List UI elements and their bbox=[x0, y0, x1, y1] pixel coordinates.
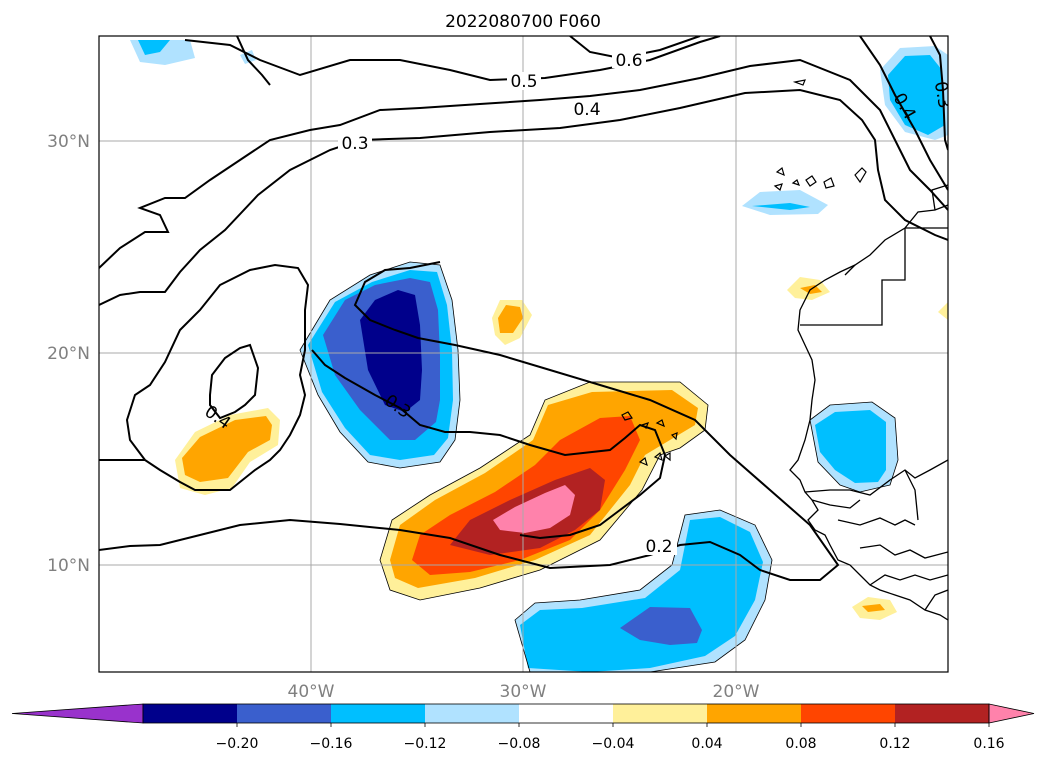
map-title: 2022080700 F060 bbox=[445, 12, 601, 32]
colorbar: −0.20 −0.16 −0.12 −0.08 −0.04 0.04 0.08 0.12 0.1… bbox=[11, 703, 1035, 752]
colorbar-tick-label: 0.04 bbox=[691, 736, 722, 752]
colorbar-extend-high bbox=[988, 703, 1035, 724]
lat-label-20n: 20°N bbox=[47, 344, 90, 364]
colorbar-tick-label: −0.16 bbox=[310, 736, 353, 752]
colorbar-border bbox=[142, 703, 990, 724]
colorbar-segment bbox=[801, 704, 896, 723]
contour-label-0-5: 0.5 bbox=[510, 72, 537, 92]
colorbar-labels: −0.20 −0.16 −0.12 −0.08 −0.04 0.04 0.08 0.12 0.1… bbox=[216, 723, 1005, 752]
negative-anomaly-south bbox=[514, 509, 773, 672]
negative-anomaly-east bbox=[809, 401, 899, 493]
coastlines bbox=[789, 184, 948, 621]
colorbar-segment bbox=[143, 704, 238, 723]
colorbar-tick-label: −0.04 bbox=[592, 736, 635, 752]
colorbar-tick-label: 0.12 bbox=[879, 736, 910, 752]
colorbar-segment bbox=[519, 704, 614, 723]
lat-label-10n: 10°N bbox=[47, 556, 90, 576]
colorbar-segment bbox=[331, 704, 426, 723]
lon-label-30w: 30°W bbox=[500, 682, 547, 702]
colorbar-tick-label: −0.08 bbox=[498, 736, 541, 752]
colorbar-extend-low bbox=[11, 703, 144, 724]
longitude-labels: 40°W 30°W 20°W bbox=[288, 682, 760, 702]
islands bbox=[621, 79, 867, 467]
lat-label-30n: 30°N bbox=[47, 132, 90, 152]
map-area: 0.6 0.5 0.4 0.3 0.4 0.3 0.2 0.3 0.4 bbox=[99, 36, 954, 672]
contour-label-0-3: 0.3 bbox=[341, 134, 368, 154]
colorbar-segment bbox=[613, 704, 708, 723]
contour-label-0-6: 0.6 bbox=[615, 51, 642, 71]
negative-anomaly-northeast bbox=[880, 46, 948, 140]
colorbar-segments bbox=[11, 703, 1035, 724]
colorbar-segment bbox=[425, 704, 520, 723]
positive-anomaly-west bbox=[175, 408, 280, 495]
contour-label-0-3-east: 0.3 bbox=[930, 80, 954, 110]
map-frame bbox=[98, 35, 949, 673]
colorbar-tick-label: −0.20 bbox=[216, 736, 259, 752]
colorbar-tick-label: −0.12 bbox=[404, 736, 447, 752]
positive-anomaly-small bbox=[492, 277, 948, 620]
negative-anomaly-central bbox=[299, 261, 461, 469]
colorbar-tick-label: 0.16 bbox=[973, 736, 1004, 752]
contour-label-0-2: 0.2 bbox=[645, 537, 672, 557]
gridlines bbox=[99, 36, 948, 672]
colorbar-segment bbox=[237, 704, 332, 723]
contour-label-0-4: 0.4 bbox=[573, 100, 600, 120]
lon-label-40w: 40°W bbox=[288, 682, 335, 702]
latitude-labels: 30°N 20°N 10°N bbox=[47, 132, 90, 576]
colorbar-tick-label: 0.08 bbox=[785, 736, 816, 752]
colorbar-segment bbox=[895, 704, 990, 723]
lon-label-20w: 20°W bbox=[713, 682, 760, 702]
contour-lines bbox=[99, 36, 948, 581]
colorbar-segment bbox=[707, 704, 802, 723]
